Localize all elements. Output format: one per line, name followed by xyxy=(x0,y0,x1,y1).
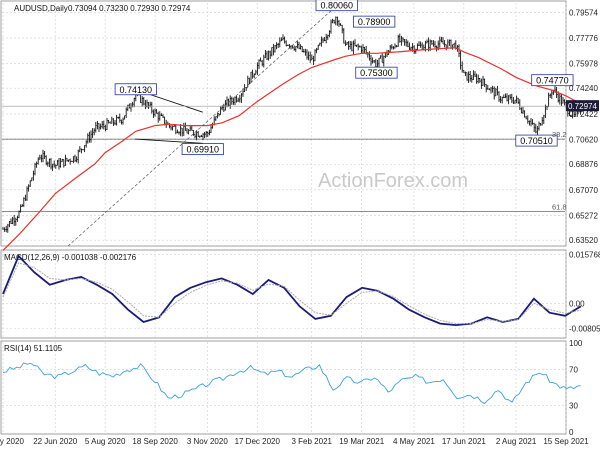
x-tick-label: 4 May 2021 xyxy=(393,437,435,446)
rsi-y-tick-label: 30 xyxy=(569,401,578,410)
rsi-y-tick-label: 0 xyxy=(569,428,574,437)
price-label-box xyxy=(181,143,224,155)
x-tick-label: 17 Jun 2021 xyxy=(442,437,487,446)
price-label-box xyxy=(315,0,358,12)
ema-line xyxy=(2,47,582,251)
macd-y-tick-label: 0.015768 xyxy=(569,250,600,259)
price-label-text: 0.69910 xyxy=(187,145,220,155)
price-label-text: 0.75300 xyxy=(360,68,393,78)
x-tick-label: 15 Sep 2021 xyxy=(543,437,589,446)
rsi-layer xyxy=(2,362,581,405)
y-tick-label: 0.79574 xyxy=(569,9,598,18)
x-tick-label: 2 Aug 2021 xyxy=(496,437,537,446)
price-label-box xyxy=(515,134,558,147)
y-tick-label: 0.77776 xyxy=(569,34,598,43)
ohlc-label: 0.73094 0.73230 0.72930 0.72974 xyxy=(68,4,191,13)
trend-line xyxy=(135,138,203,144)
price-label-text: 0.74130 xyxy=(120,85,153,95)
watermark: ActionForex.com xyxy=(318,170,468,192)
price-label-box xyxy=(531,74,574,87)
rsi-y-tick-label: 70 xyxy=(569,366,578,375)
y-tick-label: 0.75978 xyxy=(569,60,598,69)
x-tick-label: 19 Mar 2021 xyxy=(339,437,384,446)
price-label-box xyxy=(114,83,157,96)
axis-layer: 7 May 2020 22 Jun 2020 5 Aug 2020 18 Sep 20… xyxy=(0,9,600,446)
x-tick-label: 3 Nov 2020 xyxy=(187,437,228,446)
x-tick-label: 3 Feb 2021 xyxy=(291,437,332,446)
price-label-text: 0.70510 xyxy=(520,136,553,146)
fib-level-label: 38.2 xyxy=(552,130,567,139)
macd-title: MACD(12,26,9) -0.001038 -0.002176 xyxy=(4,253,137,262)
label-layer: 0.80060 0.78900 0.75300 0.74130 0.74770 0.705… xyxy=(114,0,599,155)
macd-line xyxy=(2,254,582,327)
y-tick-label: 0.68876 xyxy=(569,160,598,169)
y-tick-label: 0.74240 xyxy=(569,84,598,93)
y-tick-label: 0.67070 xyxy=(569,186,598,195)
macd-layer xyxy=(2,254,582,327)
price-label-box xyxy=(353,15,396,28)
current-price-marker xyxy=(566,100,599,112)
x-tick-label: 18 Sep 2020 xyxy=(132,437,178,446)
rsi-y-tick-label: 100 xyxy=(569,339,583,348)
trend-line-dashed xyxy=(67,5,337,247)
fib-level-label: 61.8 xyxy=(552,202,567,211)
x-tick-label: 7 May 2020 xyxy=(0,437,24,446)
rsi-title: RSI(14) 51.1105 xyxy=(4,344,63,353)
price-layer xyxy=(2,5,582,251)
x-tick-label: 22 Jun 2020 xyxy=(33,437,78,446)
x-tick-label: 5 Aug 2020 xyxy=(85,437,126,446)
y-tick-label: 0.63520 xyxy=(569,236,598,245)
grid-layer xyxy=(2,3,567,433)
macd-y-tick-label: -0.008053 xyxy=(569,324,600,333)
macd-panel-frame xyxy=(0,249,567,339)
y-tick-label: 0.70620 xyxy=(569,136,598,145)
current-price-text: 0.72974 xyxy=(568,102,597,111)
price-label-text: 0.74770 xyxy=(536,76,569,86)
y-tick-label: 0.72422 xyxy=(569,110,598,119)
price-label-text: 0.78900 xyxy=(358,17,391,27)
macd-y-tick-label: 0.00 xyxy=(569,299,585,308)
price-label-text: 0.80060 xyxy=(320,1,353,11)
macd-signal-line xyxy=(2,262,581,325)
price-label-box xyxy=(355,66,398,79)
y-tick-label: 0.65272 xyxy=(569,211,598,220)
symbol-label: AUDUSD,Daily xyxy=(14,4,68,13)
x-tick-label: 17 Dec 2020 xyxy=(235,437,281,446)
rsi-line xyxy=(2,362,581,405)
